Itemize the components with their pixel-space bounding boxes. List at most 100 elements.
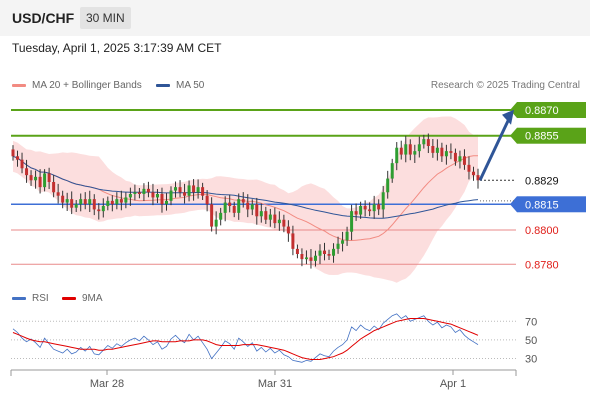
symbol-label: USD/CHF xyxy=(12,10,75,26)
x-tick-label: Apr 1 xyxy=(440,378,466,390)
candle-up xyxy=(133,192,137,194)
candle-down xyxy=(47,173,51,182)
candle-down xyxy=(97,209,101,212)
candle-up xyxy=(101,206,105,212)
candle-down xyxy=(282,219,286,227)
candle-down xyxy=(20,159,24,169)
bollinger-band xyxy=(13,116,478,283)
candle-up xyxy=(79,199,83,205)
candle-up xyxy=(65,199,69,203)
candle-up xyxy=(187,185,191,196)
candle-up xyxy=(404,144,408,155)
candle-up xyxy=(372,204,376,212)
legend-ma20-label: MA 20 + Bollinger Bands xyxy=(32,80,142,91)
legend-ma50: MA 50 xyxy=(156,80,204,91)
candle-up xyxy=(444,151,448,157)
candle-down xyxy=(255,204,259,217)
candle-down xyxy=(146,188,150,193)
candle-up xyxy=(34,176,38,181)
candle-up xyxy=(395,147,399,164)
candle-down xyxy=(16,156,20,160)
candle-down xyxy=(137,192,141,194)
ma9-swatch xyxy=(62,296,76,300)
level-0-8780-label: 0.8780 xyxy=(525,259,559,271)
candle-down xyxy=(431,146,435,153)
rsi-tick-30: 30 xyxy=(525,354,537,366)
rsi-swatch xyxy=(12,296,26,300)
candle-up xyxy=(164,200,168,205)
candle-up xyxy=(155,194,159,198)
rsi-line xyxy=(12,313,479,363)
candle-up xyxy=(174,187,178,191)
attribution: Research © 2025 Trading Central xyxy=(430,80,580,91)
datetime-label: Tuesday, April 1, 2025 3:17:39 AM CET xyxy=(12,41,222,55)
candle-down xyxy=(399,147,403,155)
rsi-tick-70: 70 xyxy=(525,316,537,328)
timeframe-button[interactable]: 30 MIN xyxy=(80,7,131,29)
candle-up xyxy=(318,250,322,256)
level-0-8829-label: 0.8829 xyxy=(525,175,559,187)
legend-rsi-label: RSI xyxy=(32,293,49,304)
candle-down xyxy=(151,192,155,198)
candle-up xyxy=(345,231,349,241)
candle-up xyxy=(435,147,439,153)
candle-up xyxy=(237,199,241,213)
x-tick-label: Mar 28 xyxy=(90,378,124,390)
candle-down xyxy=(119,199,123,203)
candle-up xyxy=(219,212,223,220)
candle-down xyxy=(408,144,412,155)
legend-rsi: RSI xyxy=(12,293,49,304)
candle-down xyxy=(210,204,214,227)
candle-up xyxy=(417,144,421,152)
candle-up xyxy=(332,248,336,256)
candle-up xyxy=(413,151,417,155)
level-0-8815-tag xyxy=(517,196,586,213)
forecast-arrow-head xyxy=(502,109,514,125)
candle-up xyxy=(124,197,128,203)
candle-up xyxy=(313,255,317,261)
candle-up xyxy=(43,173,47,188)
candle-down xyxy=(228,202,232,206)
rsi-9ma-line xyxy=(12,318,479,360)
candle-up xyxy=(277,219,281,224)
candle-down xyxy=(246,202,250,210)
candle-down xyxy=(232,206,236,213)
candle-up xyxy=(350,211,354,232)
candle-down xyxy=(327,254,331,256)
candle-down xyxy=(11,149,15,157)
level-0-8855-label: 0.8855 xyxy=(525,131,559,143)
candle-down xyxy=(264,211,268,220)
candle-up xyxy=(268,214,272,220)
candle-down xyxy=(241,199,245,203)
candle-down xyxy=(368,209,372,212)
candle-up xyxy=(214,219,218,227)
ma50-line xyxy=(12,155,479,219)
level-0-8855-tag-arrow xyxy=(510,127,517,144)
candle-down xyxy=(61,195,65,203)
ma50-swatch xyxy=(156,83,170,87)
candle-down xyxy=(295,248,299,254)
candle-down xyxy=(476,175,480,181)
rsi-tick-50: 50 xyxy=(525,335,537,347)
candle-down xyxy=(83,199,87,205)
candle-up xyxy=(115,199,119,205)
level-0-8870-label: 0.8870 xyxy=(525,105,559,117)
candle-down xyxy=(440,147,444,157)
candle-down xyxy=(453,152,457,162)
candle-down xyxy=(363,206,367,210)
candle-up xyxy=(336,243,340,249)
candle-up xyxy=(359,206,363,215)
level-0-8870-tag xyxy=(517,102,586,118)
candle-down xyxy=(183,192,187,196)
candle-down xyxy=(178,187,182,193)
candle-down xyxy=(354,211,358,215)
candle-down xyxy=(273,214,277,224)
candle-up xyxy=(390,163,394,179)
candle-down xyxy=(160,194,164,205)
candlesticks xyxy=(11,133,480,269)
forecast-arrow-shaft xyxy=(478,118,511,181)
candle-down xyxy=(192,185,196,193)
candle-down xyxy=(323,250,327,254)
candle-down xyxy=(449,151,453,153)
